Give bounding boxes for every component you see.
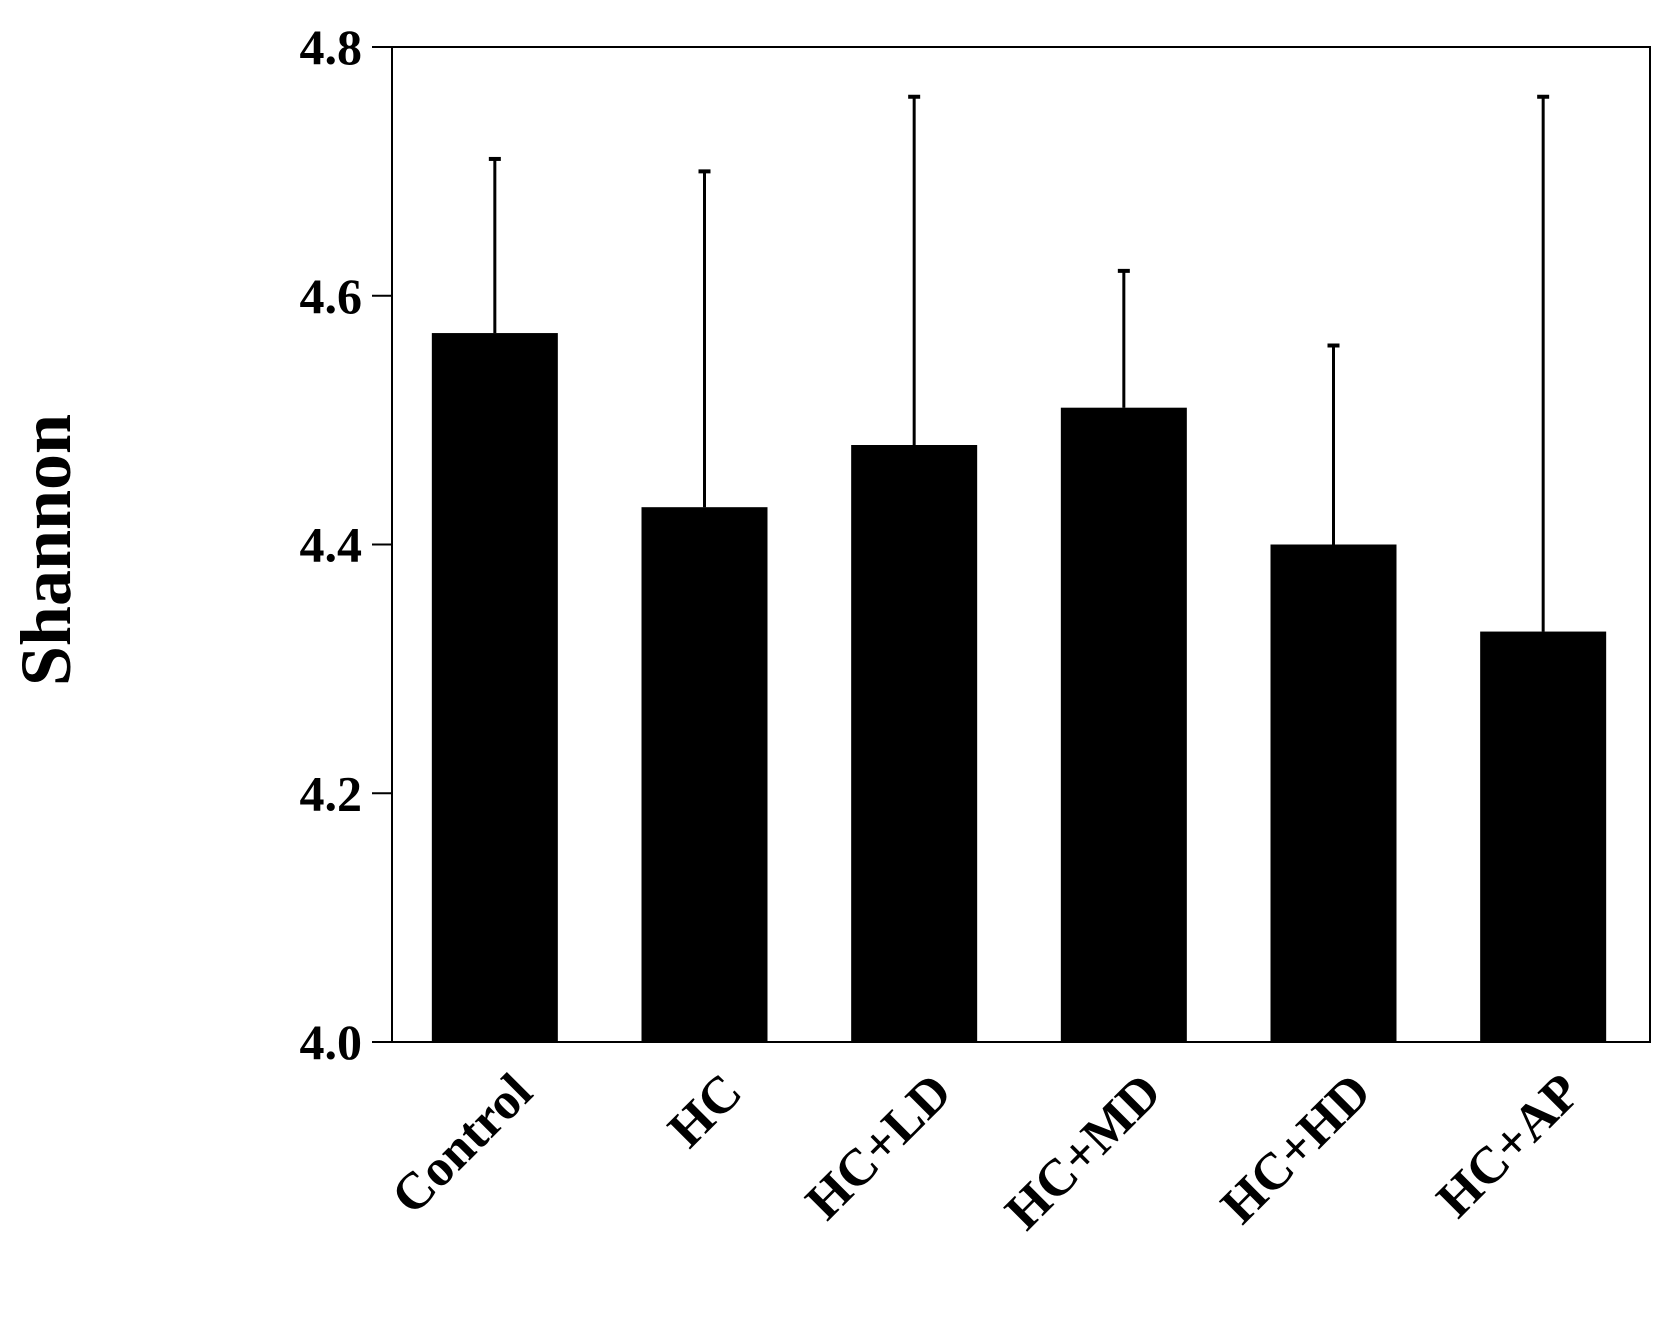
y-axis-title: Shannon (6, 414, 86, 686)
x-category-label: HC+AP (1426, 1063, 1591, 1228)
bar (851, 445, 978, 1042)
bar (431, 333, 558, 1042)
x-category-label: HC (658, 1063, 753, 1158)
x-category-label: HC+LD (795, 1063, 962, 1230)
bar (1480, 631, 1607, 1042)
bar (641, 507, 768, 1042)
plot-frame (391, 46, 1651, 1043)
y-tick-label: 4.0 (300, 1014, 363, 1070)
y-tick-label: 4.2 (300, 765, 363, 821)
bar (1270, 544, 1397, 1042)
y-tick-label: 4.4 (300, 517, 363, 573)
x-category-label: Control (381, 1063, 543, 1225)
x-category-label: HC+MD (995, 1063, 1173, 1241)
bar (1060, 407, 1187, 1042)
x-category-label: HC+HD (1210, 1063, 1382, 1235)
plot-area: 4.0 4.2 4.4 4.6 4.8 Control HC HC+LD HC+MD HC+HD H… (300, 19, 1651, 1241)
y-tick-label: 4.6 (300, 268, 363, 324)
y-tick-label: 4.8 (300, 19, 363, 75)
